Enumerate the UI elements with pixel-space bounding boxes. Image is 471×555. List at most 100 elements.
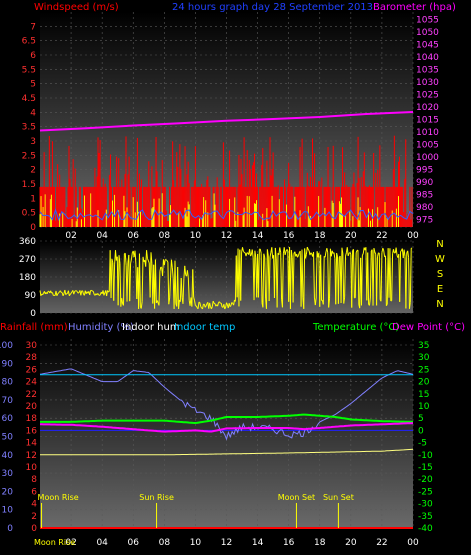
direction-segment [130, 252, 133, 260]
time-tick-label: 18 [314, 538, 326, 548]
windspeed-tick-label: 6 [30, 51, 36, 61]
direction-segment [345, 252, 347, 257]
direction-segment [305, 254, 307, 259]
direction-segment [361, 253, 364, 256]
humidity-tick-label: 60 [2, 414, 14, 424]
direction-segment [335, 253, 338, 305]
direction-segment [162, 259, 164, 277]
direction-segment [284, 251, 287, 256]
direction-segment [279, 247, 282, 253]
windspeed-tick-label: 2 [30, 166, 36, 176]
windspeed-tick-label: 6.5 [22, 37, 36, 47]
direction-segment [59, 290, 62, 293]
time-tick-label: 06 [128, 538, 140, 548]
direction-segment [223, 304, 226, 310]
barometer-tick-label: 1030 [416, 78, 439, 88]
direction-segment [360, 255, 363, 306]
direction-segment [178, 299, 180, 310]
windspeed-tick-label: 5 [30, 80, 36, 90]
moon-rise-label: Moon Rise [38, 493, 79, 502]
sun-rise-label: Sun Rise [139, 493, 174, 502]
barometer-tick-label: 1055 [416, 16, 439, 26]
time-tick-label: 14 [252, 231, 264, 241]
direction-segment [327, 252, 330, 308]
direction-segment [384, 255, 387, 306]
rainfall-tick-label: 20 [26, 402, 38, 412]
barometer-tick-label: 1025 [416, 91, 439, 101]
direction-segment [46, 291, 49, 295]
rainfall-tick-label: 4 [31, 500, 37, 510]
direction-segment [376, 256, 378, 306]
rainfall-tick-label: 10 [26, 463, 38, 473]
direction-segment [264, 256, 267, 299]
time-tick-label: 18 [314, 231, 326, 241]
direction-segment [110, 258, 113, 299]
direction-segment [231, 302, 234, 304]
direction-segment [99, 294, 101, 296]
direction-segment [409, 248, 412, 303]
rainfall-tick-label: 16 [26, 426, 38, 436]
direction-segment [194, 300, 196, 306]
time-tick-label: 08 [159, 231, 171, 241]
direction-segment [195, 305, 198, 308]
direction-segment [259, 248, 262, 254]
barometer-tick-label: 980 [416, 203, 433, 213]
time-tick-label: 20 [345, 231, 357, 241]
series-humidity [39, 368, 414, 441]
barometer-tick-label: 1000 [416, 153, 439, 163]
direction-segment [253, 250, 256, 301]
direction-segment [114, 250, 117, 261]
direction-segment [154, 259, 157, 304]
direction-segment [276, 253, 279, 308]
direction-segment [403, 249, 406, 257]
temperature-tick-label: 0 [418, 426, 424, 436]
direction-segment [209, 302, 212, 307]
direction-segment [340, 247, 343, 304]
direction-segment [205, 303, 208, 307]
direction-segment [355, 250, 358, 253]
direction-segment [163, 259, 166, 266]
direction-segment [73, 291, 76, 295]
wind-panel-ticks: 0 0.5 1 1.5 2 2.5 3 3.5 4 4.5 5 5.5 6 6.5 7 975 980 985 99… [22, 16, 440, 242]
time-tick-label: 12 [221, 231, 232, 241]
direction-segment [58, 291, 60, 294]
direction-segment [240, 252, 243, 301]
direction-segment [341, 247, 344, 254]
direction-segment [273, 247, 276, 299]
compass-letter: N [436, 299, 443, 310]
compass-letter: N [436, 239, 443, 250]
time-tick-label: 22 [376, 231, 387, 241]
direction-segment [147, 258, 149, 261]
direction-segment [111, 258, 114, 263]
temperature-tick-label: 10 [418, 402, 430, 412]
direction-tick-label: 270 [19, 255, 36, 265]
direction-segment [342, 253, 345, 304]
direction-segment [106, 290, 108, 297]
direction-segment [281, 253, 284, 308]
direction-segment [391, 253, 394, 301]
direction-segment [130, 258, 132, 264]
direction-segment [268, 257, 271, 302]
direction-segment [262, 253, 265, 308]
direction-segment [400, 250, 402, 252]
direction-segment [372, 248, 375, 306]
direction-segment [224, 307, 227, 310]
time-tick-label: 08 [159, 538, 171, 548]
direction-segment [156, 300, 159, 304]
temperature-axis-title: Temperature (°C) [312, 322, 399, 333]
windspeed-tick-label: 4.5 [22, 94, 36, 104]
direction-segment [68, 294, 71, 297]
compass-letter: S [437, 269, 443, 280]
direction-segment [42, 292, 44, 296]
direction-segment [392, 249, 395, 254]
windspeed-tick-label: 2.5 [22, 151, 36, 161]
humidity-tick-label: 70 [2, 396, 14, 406]
direction-segment [141, 256, 144, 302]
direction-segment [378, 252, 381, 300]
direction-segment [174, 260, 177, 304]
direction-segment [199, 302, 202, 307]
windspeed-tick-label: 0 [30, 223, 36, 233]
direction-segment [380, 252, 383, 302]
barometer-tick-label: 975 [416, 216, 433, 226]
